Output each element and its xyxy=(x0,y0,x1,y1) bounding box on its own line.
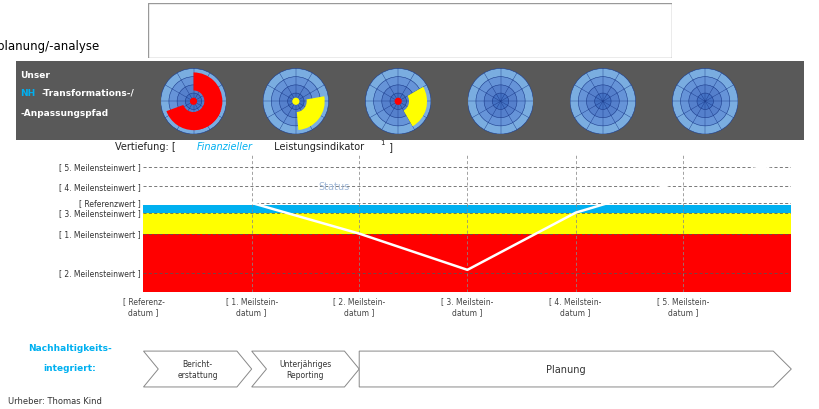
Text: [ Referenzwert ]: [ Referenzwert ] xyxy=(79,199,140,208)
Ellipse shape xyxy=(680,77,729,126)
Ellipse shape xyxy=(185,94,201,110)
Ellipse shape xyxy=(475,77,524,126)
Wedge shape xyxy=(296,97,324,131)
Text: [ 2. Meilensteinwert ]: [ 2. Meilensteinwert ] xyxy=(59,268,140,277)
Ellipse shape xyxy=(271,77,320,126)
Ellipse shape xyxy=(569,69,635,135)
FancyBboxPatch shape xyxy=(143,213,790,234)
FancyBboxPatch shape xyxy=(147,4,672,59)
Text: [ Referenz-
datum ]: [ Referenz- datum ] xyxy=(122,297,165,316)
FancyBboxPatch shape xyxy=(143,205,790,213)
Text: Unser: Unser xyxy=(20,71,50,80)
FancyBboxPatch shape xyxy=(16,61,803,141)
Ellipse shape xyxy=(672,69,737,135)
Text: integriert:: integriert: xyxy=(43,363,96,372)
Text: [ 4. Meilstein-
datum ]: [ 4. Meilstein- datum ] xyxy=(549,297,601,316)
Text: -Anpassungspfad: -Anpassungspfad xyxy=(20,109,108,118)
Ellipse shape xyxy=(365,69,431,135)
Text: Bericht-
erstattung: Bericht- erstattung xyxy=(177,360,218,379)
Text: Vertiefung: [: Vertiefung: [ xyxy=(115,142,179,152)
Ellipse shape xyxy=(373,77,423,126)
Text: [ 3. Meilstein-
datum ]: [ 3. Meilstein- datum ] xyxy=(441,297,493,316)
Wedge shape xyxy=(403,88,427,127)
Ellipse shape xyxy=(190,99,197,106)
Ellipse shape xyxy=(594,94,610,110)
Text: ]: ] xyxy=(385,142,392,152)
Ellipse shape xyxy=(292,99,299,106)
Text: [ 4. Meilensteinwert ]: [ 4. Meilensteinwert ] xyxy=(58,182,140,191)
Wedge shape xyxy=(193,73,222,131)
Polygon shape xyxy=(251,351,359,387)
Text: Unterjähriges
Reporting: Unterjähriges Reporting xyxy=(279,360,331,379)
Text: [ 3. Meilensteinwert ]: [ 3. Meilensteinwert ] xyxy=(58,209,140,218)
Text: Urheber: Thomas Kind: Urheber: Thomas Kind xyxy=(8,396,102,405)
Text: NH: NH xyxy=(20,89,35,98)
Text: Nachhaltigkeits-: Nachhaltigkeits- xyxy=(28,343,111,352)
Ellipse shape xyxy=(263,69,328,135)
Text: [ 5. Meilensteinwert ]: [ 5. Meilensteinwert ] xyxy=(58,163,140,172)
Text: -Transformations-/: -Transformations-/ xyxy=(42,89,134,98)
Polygon shape xyxy=(359,351,790,387)
Text: 1: 1 xyxy=(380,139,384,145)
Ellipse shape xyxy=(161,69,226,135)
Wedge shape xyxy=(166,106,220,131)
Ellipse shape xyxy=(586,85,618,118)
Ellipse shape xyxy=(577,77,627,126)
Ellipse shape xyxy=(483,85,516,118)
Text: Leistungsindikator: Leistungsindikator xyxy=(270,142,364,152)
Ellipse shape xyxy=(177,85,210,118)
Text: Planung: Planung xyxy=(545,364,586,374)
Ellipse shape xyxy=(696,94,713,110)
Ellipse shape xyxy=(287,94,304,110)
Text: Status: Status xyxy=(318,182,349,192)
Polygon shape xyxy=(143,351,251,387)
Ellipse shape xyxy=(382,85,414,118)
Text: -Finanzplanung/-analyse: -Finanzplanung/-analyse xyxy=(0,40,99,52)
Text: [ 5. Meilstein-
datum ]: [ 5. Meilstein- datum ] xyxy=(656,297,708,316)
Text: Finanzieller: Finanzieller xyxy=(197,142,252,152)
FancyBboxPatch shape xyxy=(143,234,790,292)
Ellipse shape xyxy=(394,99,401,106)
Ellipse shape xyxy=(169,77,218,126)
Text: [ 1. Meilensteinwert ]: [ 1. Meilensteinwert ] xyxy=(59,229,140,238)
Ellipse shape xyxy=(390,94,406,110)
Ellipse shape xyxy=(688,85,721,118)
Text: [ 2. Meilstein-
datum ]: [ 2. Meilstein- datum ] xyxy=(333,297,385,316)
Ellipse shape xyxy=(491,94,508,110)
Text: [ 1. Meilstein-
datum ]: [ 1. Meilstein- datum ] xyxy=(225,297,278,316)
Ellipse shape xyxy=(279,85,312,118)
Ellipse shape xyxy=(467,69,532,135)
